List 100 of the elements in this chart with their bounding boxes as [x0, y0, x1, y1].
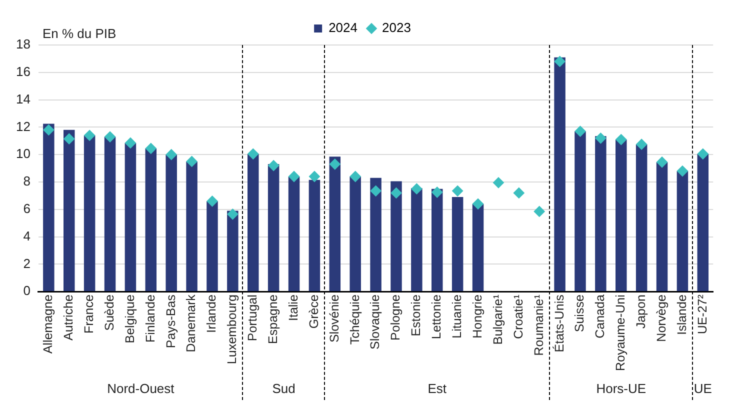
bar — [411, 188, 422, 292]
point — [554, 56, 566, 67]
point — [370, 185, 382, 196]
x-tick-label: États-Unis — [552, 294, 566, 352]
x-tick-label: Italie — [286, 294, 300, 321]
point — [64, 133, 75, 144]
point — [166, 149, 177, 160]
x-tick-label: Croatie¹ — [511, 294, 526, 340]
bar — [350, 176, 361, 292]
bar — [636, 144, 648, 292]
x-tick-label: Suisse — [572, 294, 587, 332]
x-tick-label: Luxembourg — [225, 294, 240, 364]
bar — [43, 124, 54, 292]
bar — [554, 57, 566, 292]
x-tick-label: Pologne — [388, 294, 403, 340]
point — [534, 206, 545, 217]
bar — [206, 201, 218, 292]
text: Hors-UE — [596, 381, 646, 396]
text: Sud — [272, 381, 296, 396]
point — [697, 148, 708, 160]
point — [574, 126, 586, 137]
y-tick-label: 0 — [23, 283, 30, 298]
x-tick-label: Portugal — [246, 294, 260, 342]
point — [308, 171, 320, 182]
bar — [616, 140, 627, 292]
bar — [308, 180, 320, 292]
bar — [124, 142, 136, 292]
point — [124, 137, 136, 148]
point — [206, 196, 218, 207]
bar — [697, 154, 709, 292]
point — [104, 131, 116, 142]
legend-label: 2024 — [328, 20, 358, 36]
legend-label: 2023 — [382, 20, 411, 36]
x-tick-label: France — [82, 294, 96, 334]
x-tick-label: Roumanie¹ — [532, 294, 546, 356]
point — [411, 183, 422, 194]
y-tick-label: 14 — [16, 91, 30, 106]
bar — [595, 136, 606, 292]
point — [145, 142, 156, 154]
bar — [186, 161, 198, 292]
point — [432, 186, 443, 198]
bar — [370, 178, 382, 292]
x-tick-label: Tchéquie — [348, 294, 362, 345]
bar — [145, 148, 157, 292]
bar — [84, 135, 96, 292]
x-tick-label: Bulgarie¹ — [490, 294, 505, 345]
point — [616, 134, 627, 146]
point — [84, 130, 96, 141]
bar — [574, 131, 586, 292]
y-tick-label: 10 — [16, 146, 30, 162]
bar — [329, 156, 341, 292]
x-tick-label: Finlande — [143, 294, 158, 343]
text: Est — [428, 381, 447, 396]
x-tick-label: Irlande — [204, 294, 219, 333]
bar — [452, 197, 464, 292]
bar — [268, 164, 280, 292]
bar — [676, 171, 688, 292]
x-tick-label: Japon — [634, 294, 648, 329]
point — [248, 148, 259, 160]
x-tick-label: Danemark — [184, 294, 198, 352]
y-tick-label: 8 — [23, 174, 30, 189]
x-tick-label: Belgique — [122, 294, 137, 344]
point — [492, 177, 504, 188]
y-tick-label: 6 — [23, 200, 30, 216]
point — [656, 156, 668, 168]
point — [227, 208, 238, 220]
x-tick-label: Islande — [674, 294, 689, 335]
point — [676, 166, 688, 177]
x-tick-label: Royaume-Uni — [614, 294, 628, 372]
y-tick-label: 18 — [16, 36, 30, 52]
x-tick-label: Espagne — [266, 294, 280, 344]
bar — [390, 181, 402, 292]
x-tick-label: Allemagne — [41, 294, 56, 354]
x-tick-label: Hongrie — [470, 294, 484, 338]
point — [595, 132, 606, 144]
point — [636, 138, 648, 150]
bar — [104, 136, 116, 292]
x-tick-label: Estonie — [409, 294, 424, 336]
bar — [288, 176, 300, 292]
x-tick-label: Suède — [102, 294, 116, 331]
x-tick-label: Norvège — [654, 294, 668, 342]
point — [472, 198, 484, 210]
point — [329, 158, 340, 170]
x-tick-label: UE-27² — [695, 294, 710, 334]
y-tick-label: 4 — [23, 228, 30, 244]
point — [268, 160, 280, 172]
x-tick-label: Grèce — [306, 294, 321, 329]
x-tick-label: Slovaquie — [368, 294, 382, 350]
x-tick-label: Lettonie — [430, 294, 444, 340]
bar — [166, 154, 177, 292]
text: UE — [694, 381, 712, 396]
x-tick-label: Canada — [593, 294, 608, 338]
x-tick-label: Slovénie — [327, 294, 342, 343]
bar — [656, 162, 668, 292]
x-tick-label: Pays-Bas — [164, 294, 178, 348]
y-axis-title: En % du PIB — [42, 26, 116, 42]
point — [513, 187, 524, 198]
bar — [432, 188, 443, 292]
x-tick-label: Autriche — [62, 294, 76, 340]
y-tick-label: 2 — [23, 256, 30, 271]
